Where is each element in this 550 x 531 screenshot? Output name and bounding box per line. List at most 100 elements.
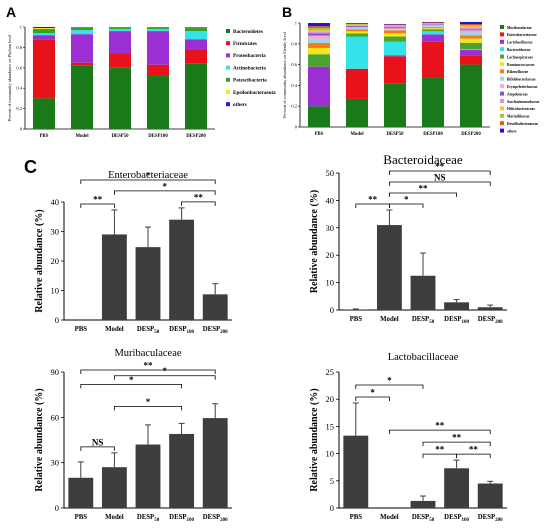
stack-segment bbox=[383, 26, 407, 28]
x-tick-label: DESP100 bbox=[169, 326, 194, 335]
significance-label: * bbox=[404, 194, 409, 204]
x-tick-label: Model bbox=[105, 326, 124, 333]
stack-segment bbox=[108, 67, 132, 129]
stack-segment bbox=[108, 53, 132, 68]
y-tick-label: 0 bbox=[55, 503, 59, 513]
stack-segment bbox=[383, 27, 407, 29]
bar bbox=[376, 225, 402, 310]
significance-label: * bbox=[163, 366, 168, 376]
significance-bracket bbox=[456, 453, 491, 459]
x-tick-label: DESP100 bbox=[444, 316, 469, 325]
stack-segment bbox=[184, 27, 208, 29]
stack-segment bbox=[108, 29, 132, 32]
stack-segment bbox=[345, 29, 369, 32]
stack-segment bbox=[345, 27, 369, 29]
stack-segment bbox=[459, 35, 483, 39]
legend-label: Desulfovibrionaceae bbox=[507, 122, 539, 126]
stack-segment bbox=[184, 39, 208, 50]
legend-swatch bbox=[500, 99, 504, 103]
stack-segment bbox=[32, 29, 56, 34]
stack-segment bbox=[383, 36, 407, 42]
x-tick-label: DESP50 bbox=[412, 514, 435, 523]
y-tick-label: 0.8 bbox=[291, 41, 297, 46]
stack-segment bbox=[345, 98, 369, 127]
bar bbox=[202, 294, 228, 320]
stack-segment bbox=[146, 28, 170, 30]
y-tick-label: 1 bbox=[20, 25, 22, 30]
y-tick-label: 0 bbox=[330, 503, 334, 513]
stack-segment bbox=[146, 75, 170, 129]
stack-segment bbox=[345, 24, 369, 25]
significance-bracket bbox=[80, 203, 115, 208]
y-tick-label: 1 bbox=[295, 21, 297, 26]
legend-swatch bbox=[226, 102, 230, 107]
stack-segment bbox=[459, 32, 483, 36]
legend-label: Rikenellaceae bbox=[507, 70, 529, 74]
stack-segment bbox=[184, 63, 208, 129]
significance-bracket bbox=[355, 203, 390, 208]
x-tick-label: DESP50 bbox=[386, 132, 404, 137]
chart-title: Enterobacteriaceae bbox=[108, 170, 188, 181]
stack-segment bbox=[421, 26, 445, 28]
stack-segment bbox=[108, 27, 132, 28]
bar bbox=[477, 307, 503, 310]
stack-segment bbox=[307, 38, 331, 43]
y-tick-label: 0.6 bbox=[16, 65, 22, 70]
stack-segment bbox=[146, 29, 170, 32]
stack-segment bbox=[307, 47, 331, 55]
significance-label: ** bbox=[452, 433, 462, 443]
stack-segment bbox=[459, 27, 483, 30]
legend-swatch bbox=[500, 39, 504, 44]
y-tick-label: 25 bbox=[326, 367, 335, 377]
legend-label: others bbox=[507, 129, 517, 133]
significance-label: ** bbox=[419, 183, 429, 193]
y-tick-label: 20 bbox=[51, 256, 60, 266]
y-tick-label: 0.2 bbox=[291, 104, 297, 109]
stack-segment bbox=[345, 31, 369, 34]
y-axis-label: Relative abundance (%) bbox=[34, 388, 45, 491]
stack-segment bbox=[307, 33, 331, 36]
stack-segment bbox=[108, 27, 132, 29]
stack-segment bbox=[421, 34, 445, 42]
x-tick-label: DESP200 bbox=[461, 132, 481, 137]
legend-label: Bacteroidetes bbox=[233, 29, 263, 35]
stack-segment bbox=[383, 29, 407, 31]
significance-label: NS bbox=[92, 437, 104, 447]
x-tick-label: Model bbox=[105, 514, 124, 521]
stack-segment bbox=[421, 27, 445, 29]
stack-segment bbox=[70, 27, 94, 29]
stack-segment bbox=[459, 24, 483, 26]
y-axis-label: Relative abundance (%) bbox=[309, 190, 320, 293]
x-tick-label: DESP200 bbox=[478, 316, 503, 325]
chart-a: 0 0.2 0.4 0.6 0.8 1 Percent of community abund… bbox=[7, 25, 276, 140]
x-tick-label: DESP50 bbox=[111, 134, 129, 139]
x-tick-label: DESP200 bbox=[203, 514, 228, 523]
y-tick-label: 0.6 bbox=[291, 62, 297, 67]
bar bbox=[135, 247, 161, 320]
legend-swatch bbox=[226, 77, 230, 82]
chart-title: Muribaculaceae bbox=[114, 348, 181, 359]
stack-segment bbox=[345, 23, 369, 25]
legend-label: Saccharimonadaceae bbox=[507, 100, 540, 104]
significance-bracket bbox=[389, 429, 491, 435]
stack-segment bbox=[146, 27, 170, 28]
significance-bracket bbox=[355, 384, 424, 390]
x-tick-label: DESP100 bbox=[148, 134, 168, 139]
y-tick-label: 0 bbox=[20, 127, 23, 132]
legend-swatch bbox=[500, 32, 504, 37]
stack-segment bbox=[32, 28, 56, 30]
stack-segment bbox=[307, 42, 331, 48]
significance-bracket bbox=[80, 179, 216, 184]
legend-swatch bbox=[500, 121, 504, 126]
significance-bracket bbox=[389, 203, 424, 208]
stack-segment bbox=[307, 54, 331, 67]
chart-title: Lactobacillaceae bbox=[388, 352, 459, 363]
significance-label: ** bbox=[93, 194, 103, 204]
significance-label: * bbox=[146, 397, 151, 407]
y-tick-label: 40 bbox=[326, 195, 335, 205]
legend-label: Lachnospiraceae bbox=[507, 55, 533, 59]
y-tick-label: 0 bbox=[295, 125, 298, 130]
stack-segment bbox=[383, 25, 407, 26]
significance-bracket bbox=[114, 190, 216, 195]
significance-bracket bbox=[389, 181, 491, 186]
